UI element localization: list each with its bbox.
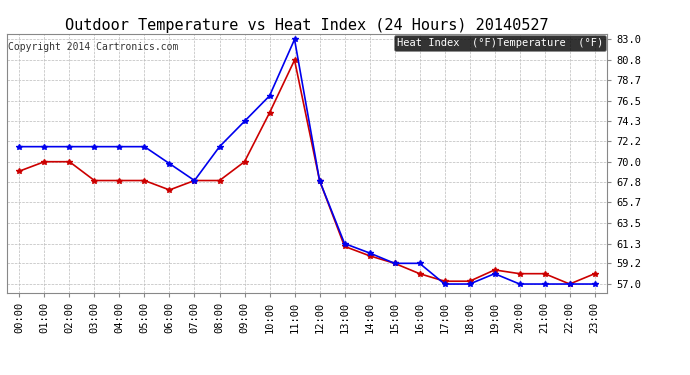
Text: Copyright 2014 Cartronics.com: Copyright 2014 Cartronics.com xyxy=(8,42,179,51)
Title: Outdoor Temperature vs Heat Index (24 Hours) 20140527: Outdoor Temperature vs Heat Index (24 Ho… xyxy=(66,18,549,33)
Legend: Heat Index  (°F), Temperature  (°F): Heat Index (°F), Temperature (°F) xyxy=(394,35,606,51)
